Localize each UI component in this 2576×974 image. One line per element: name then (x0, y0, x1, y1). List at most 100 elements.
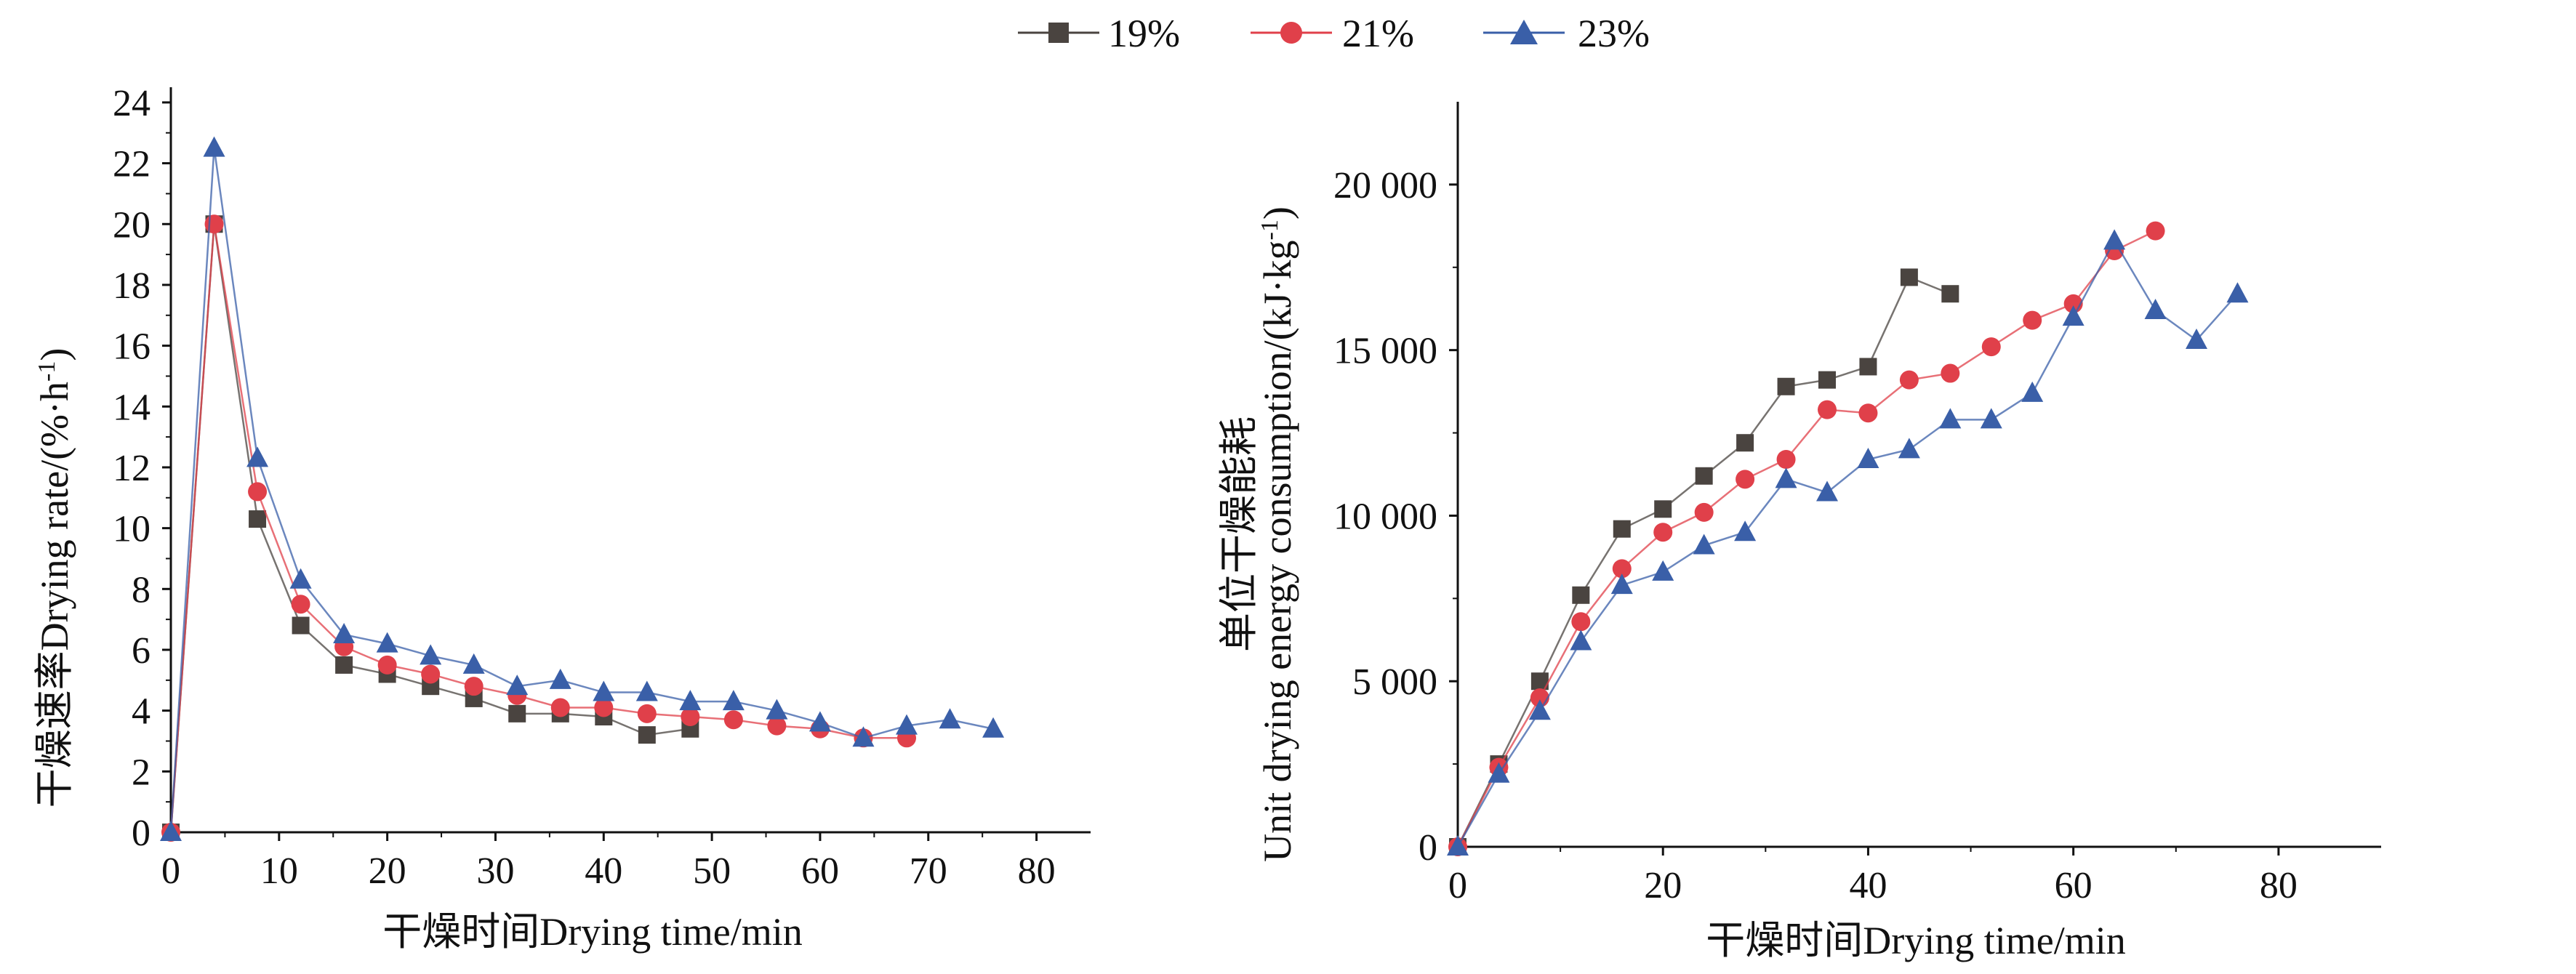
energy-point-21 (1612, 559, 1632, 579)
drying-rate-point-23 (679, 690, 702, 711)
energy-point-21 (1776, 450, 1796, 469)
drying-rate-point-23 (722, 690, 745, 711)
legend-entry-23: 23% (1483, 12, 1650, 55)
drying-rate-point-21 (291, 595, 310, 614)
energy-point-23 (2226, 282, 2249, 303)
energy-x-tick-label: 60 (2055, 865, 2093, 906)
energy-point-23 (2186, 329, 2207, 349)
drying-rate-point-19 (292, 616, 310, 635)
energy-point-23 (1570, 629, 1592, 651)
energy-point-23 (1775, 467, 1797, 488)
drying-rate-point-23 (852, 726, 875, 747)
drying-rate-point-23 (160, 821, 182, 841)
drying-rate-x-axis-label: 干燥时间Drying time/min (382, 910, 802, 954)
energy-point-19 (1777, 377, 1795, 395)
drying-rate-point-21 (204, 214, 224, 234)
energy-point-23 (1857, 448, 1879, 468)
energy-point-23 (1734, 520, 1757, 542)
drying-rate-point-23 (939, 708, 961, 729)
drying-rate-y-tick-label: 4 (132, 691, 151, 733)
energy-point-21 (1858, 403, 1878, 423)
drying-rate-point-21 (767, 716, 787, 736)
energy-x-tick-label: 40 (1849, 865, 1887, 906)
drying-rate-y-axis-label: 干燥速率Drying rate/(%·h-1) (33, 348, 76, 808)
energy-point-23 (2062, 305, 2085, 326)
drying-rate-point-23 (808, 711, 831, 732)
energy-point-23 (1610, 573, 1633, 595)
drying-rate-series (160, 136, 1005, 842)
legend: 19% 21% 23% (1018, 12, 1650, 55)
legend-label-23: 23% (1578, 12, 1650, 55)
energy-point-21 (1941, 363, 1960, 383)
energy-y-tick-label: 15 000 (1333, 331, 1437, 372)
legend-marker-triangle (1510, 20, 1538, 44)
drying-rate-point-21 (464, 677, 483, 696)
legend-entry-19: 19% (1018, 12, 1180, 55)
drying-rate-point-21 (377, 655, 397, 675)
drying-rate-y-tick-label: 6 (132, 630, 151, 672)
drying-rate-x-tick-label: 80 (1018, 850, 1056, 892)
drying-rate-y-tick-label: 18 (113, 265, 151, 307)
energy-series-line-23 (1456, 238, 2239, 848)
drying-rate-y-tick-label: 22 (113, 144, 151, 185)
energy-point-19 (1654, 500, 1672, 518)
energy-point-23 (1980, 408, 2002, 429)
energy-series-line-21 (1456, 230, 2156, 848)
drying-rate-series-line-23 (169, 148, 994, 833)
drying-rate-x-tick-label: 0 (161, 850, 180, 892)
drying-rate-x-tick-label: 20 (369, 850, 406, 892)
drying-rate-y-tick-label: 0 (132, 813, 151, 854)
energy-point-19 (1695, 467, 1713, 485)
energy-x-tick-label: 0 (1448, 865, 1467, 906)
drying-rate-axes (169, 87, 1091, 834)
drying-rate-y-tick-label: 2 (132, 752, 151, 793)
energy-point-23 (1447, 835, 1469, 856)
drying-rate-point-23 (593, 680, 615, 701)
energy-y-tick-label: 10 000 (1333, 496, 1437, 537)
energy-axes (1456, 102, 2381, 848)
drying-rate-point-21 (637, 704, 657, 723)
energy-point-23 (1693, 534, 1715, 555)
drying-rate-point-23 (462, 653, 485, 674)
drying-rate-point-23 (203, 136, 225, 157)
drying-rate-y-tick-label: 8 (132, 569, 151, 611)
energy-point-21 (1653, 523, 1673, 542)
drying-rate-point-23 (766, 699, 788, 720)
drying-rate-x-tick-label: 30 (476, 850, 514, 892)
energy-point-21 (1571, 612, 1591, 632)
energy-point-21 (1981, 337, 2001, 357)
energy-point-23 (1652, 560, 1674, 581)
drying-rate-point-23 (635, 680, 658, 701)
drying-rate-series-line-19 (169, 224, 691, 833)
energy-point-23 (2021, 381, 2044, 402)
legend-marker-circle (1280, 22, 1302, 44)
energy-point-23 (1528, 699, 1551, 720)
drying-rate-y-tick-label: 24 (113, 83, 151, 124)
energy-ticks: 0 20 40 60 80 0 5 000 10 000 15 000 20 000 (1333, 165, 2298, 906)
energy-series (1447, 221, 2249, 856)
drying-rate-point-21 (594, 698, 614, 717)
drying-rate-x-tick-label: 60 (801, 850, 839, 892)
drying-rate-point-21 (421, 664, 441, 684)
drying-rate-point-19 (249, 510, 267, 528)
drying-rate-point-23 (246, 446, 269, 467)
drying-rate-x-tick-label: 50 (693, 850, 731, 892)
energy-x-tick-label: 80 (2260, 865, 2298, 906)
drying-rate-point-23 (896, 714, 918, 735)
drying-rate-point-19 (335, 656, 353, 674)
energy-point-19 (1900, 268, 1918, 286)
drying-rate-y-tick-label: 12 (113, 448, 151, 489)
drying-rate-point-23 (376, 632, 398, 653)
drying-rate-point-19 (638, 726, 656, 744)
energy-point-19 (1859, 358, 1877, 376)
energy-point-21 (1736, 470, 1755, 489)
drying-rate-point-23 (982, 717, 1005, 738)
drying-rate-series-line-21 (169, 224, 907, 833)
drying-rate-point-21 (550, 698, 570, 717)
drying-rate-point-23 (549, 668, 571, 689)
drying-rate-y-tick-label: 16 (113, 326, 151, 368)
energy-point-23 (2144, 299, 2167, 319)
energy-y-axis-label-line1: 单位干燥能耗 (1217, 416, 1261, 652)
drying-rate-point-23 (506, 675, 529, 696)
